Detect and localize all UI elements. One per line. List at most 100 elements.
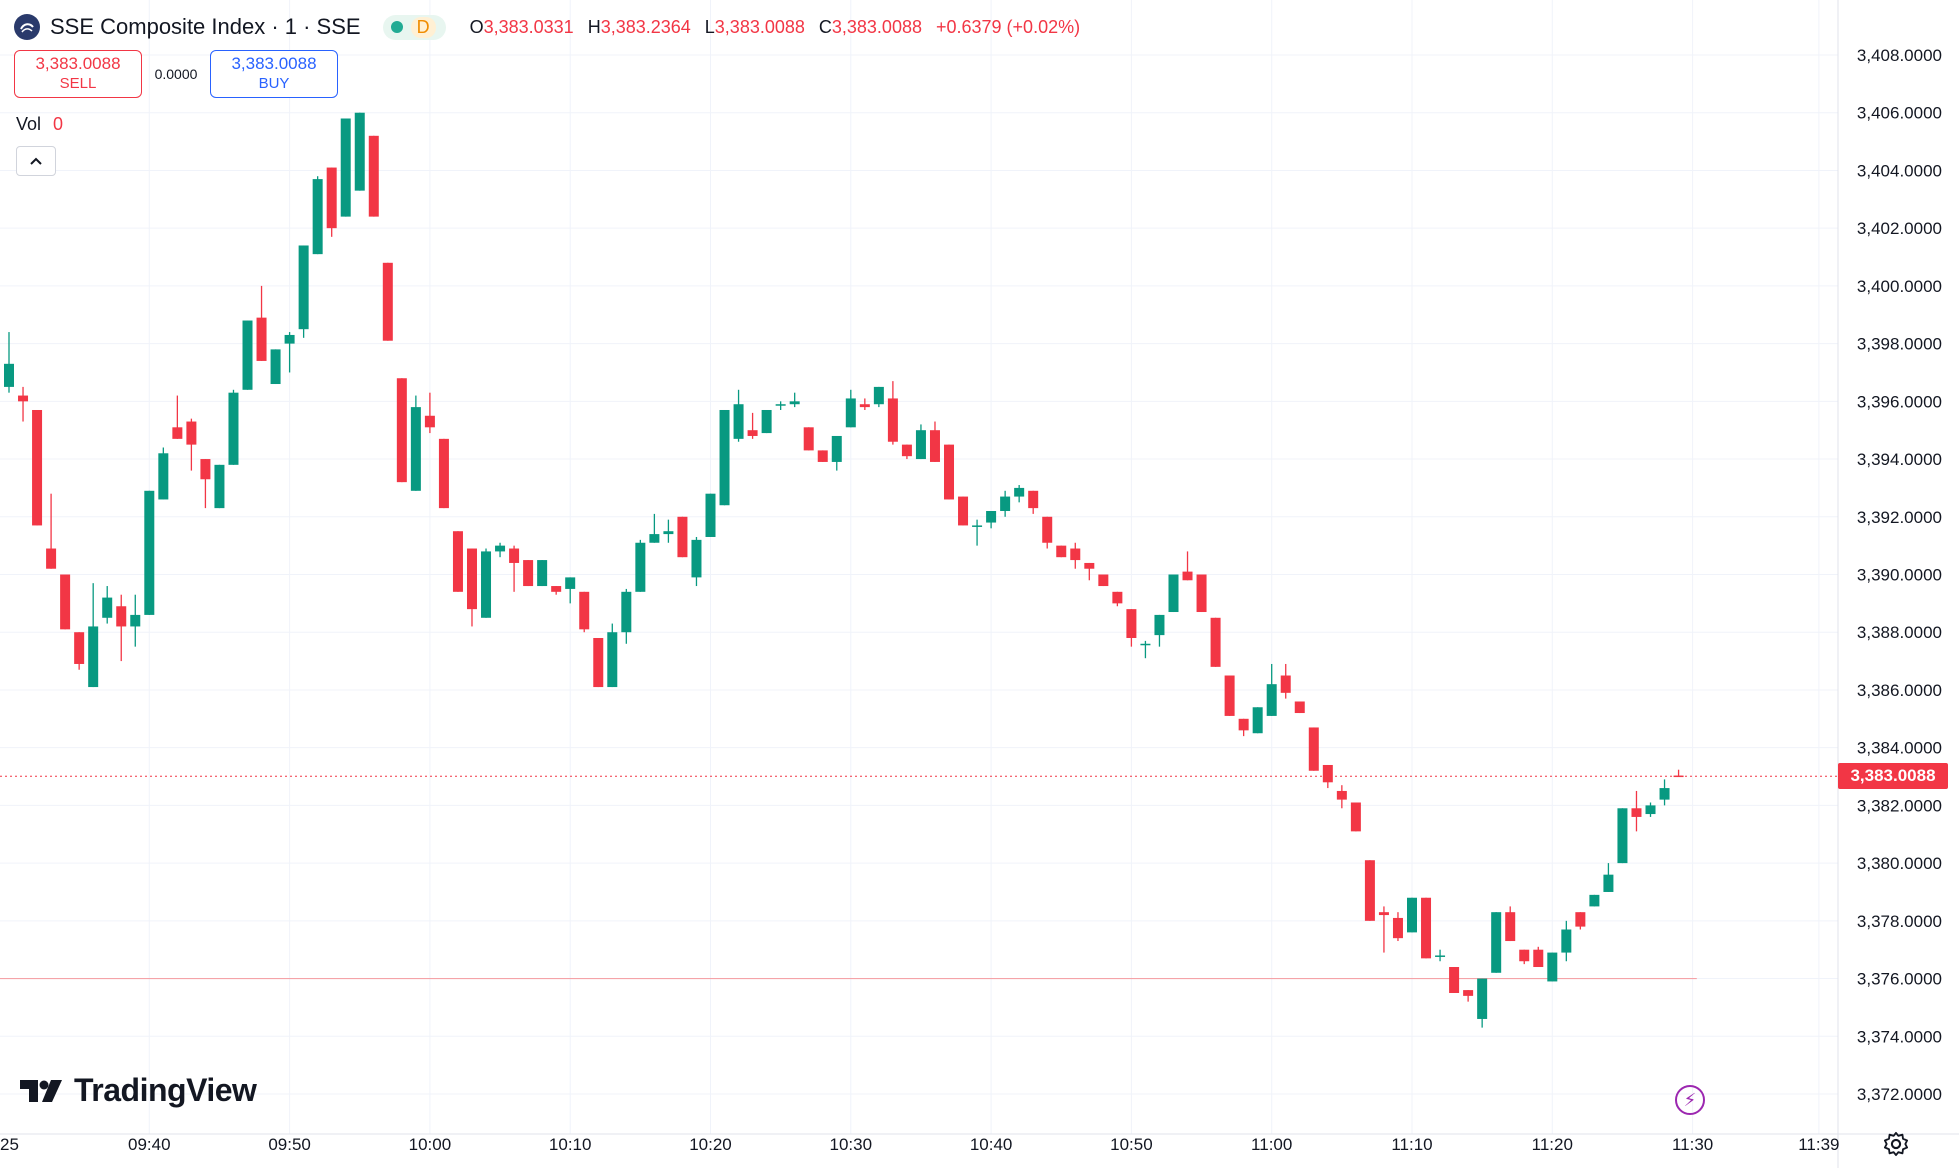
candle — [102, 586, 113, 624]
candle-body — [565, 577, 576, 589]
candle — [1547, 952, 1558, 982]
candle-body — [256, 317, 267, 361]
candle — [242, 320, 253, 390]
candle-body — [677, 516, 688, 558]
candle-body — [1505, 912, 1516, 942]
candle — [1435, 949, 1446, 962]
candle-body — [1168, 574, 1179, 613]
candle — [747, 412, 758, 439]
candle — [452, 531, 463, 592]
candle — [1407, 897, 1417, 933]
candle-body — [495, 545, 506, 552]
candle — [1378, 906, 1389, 953]
candle — [1421, 897, 1432, 959]
candle — [958, 496, 969, 526]
y-tick-label: 3,374.0000 — [1857, 1027, 1942, 1046]
candle-body — [1252, 707, 1263, 734]
sell-price: 3,383.0088 — [35, 54, 121, 73]
sell-button[interactable]: 3,383.0088 SELL — [14, 50, 142, 98]
candle — [1126, 609, 1137, 647]
candle — [495, 542, 506, 558]
candle-body — [1645, 805, 1656, 815]
candle — [270, 349, 281, 385]
candle-body — [1435, 955, 1446, 957]
candle-body — [1014, 487, 1025, 497]
y-tick-label: 3,394.0000 — [1857, 450, 1942, 469]
candle — [705, 493, 716, 537]
candle-body — [1266, 684, 1277, 716]
candle — [635, 539, 646, 592]
candle — [733, 389, 744, 442]
tradingview-logo[interactable]: TradingView — [20, 1072, 257, 1109]
ohlc-high: H3,383.2364 — [587, 16, 691, 37]
candle — [789, 392, 800, 408]
candle-body — [621, 591, 632, 633]
collapse-legend-button[interactable] — [16, 146, 56, 176]
sse-logo-icon[interactable] — [14, 14, 40, 40]
candles — [4, 112, 1684, 1028]
price-axis[interactable]: 3,372.0000 3,374.0000 3,376.0000 3,378.0000… — [1857, 46, 1942, 1104]
x-tick-label: 10:40 — [970, 1135, 1013, 1154]
candle-body — [354, 112, 365, 191]
candle — [817, 450, 828, 462]
candle — [326, 167, 337, 237]
symbol-title[interactable]: SSE Composite Index · 1 · SSE — [50, 14, 361, 39]
x-tick-label: 11:20 — [1532, 1135, 1573, 1154]
candle — [1519, 949, 1530, 965]
candle-body — [1364, 860, 1375, 921]
candle — [972, 519, 983, 546]
candle — [340, 118, 351, 217]
candle-body — [1154, 614, 1165, 636]
candle — [1056, 545, 1067, 558]
candle — [1266, 663, 1277, 716]
candle — [719, 409, 730, 506]
candle-body — [1238, 718, 1249, 731]
candle-body — [1196, 574, 1207, 613]
candle-body — [1421, 897, 1432, 959]
candle — [761, 409, 772, 434]
x-tick-label: 10:50 — [1110, 1135, 1153, 1154]
candle-body — [761, 409, 772, 434]
buy-price: 3,383.0088 — [231, 54, 317, 73]
time-axis[interactable]: 25 09:40 09:50 10:00 10:10 10:20 10:30 10:40 10:… — [0, 1135, 1840, 1154]
candle-body — [1631, 808, 1642, 817]
y-tick-label: 3,396.0000 — [1857, 392, 1942, 411]
lightning-icon[interactable]: ⚡ — [1675, 1085, 1705, 1115]
candle-body — [733, 404, 744, 439]
market-status-badge[interactable]: D — [382, 14, 446, 40]
x-tick-label: 10:00 — [409, 1135, 452, 1154]
y-tick-label: 3,386.0000 — [1857, 681, 1942, 700]
y-tick-label: 3,376.0000 — [1857, 970, 1942, 989]
buy-button[interactable]: 3,383.0088 BUY — [210, 50, 338, 98]
settings-gear-icon[interactable] — [1882, 1130, 1910, 1158]
candle — [116, 594, 127, 662]
candle — [691, 536, 702, 587]
trade-panel: 3,383.0088 SELL 0.0000 3,383.0088 BUY — [14, 50, 338, 98]
candle-body — [1000, 496, 1011, 512]
candle-body — [481, 551, 492, 618]
candle — [410, 395, 421, 491]
candle — [1673, 769, 1684, 778]
candle-body — [915, 430, 926, 460]
candle-body — [74, 632, 85, 664]
ohlc-close: C3,383.0088 — [818, 16, 922, 37]
candle — [1645, 802, 1656, 817]
candle-body — [719, 409, 730, 506]
volume-legend[interactable]: Vol 0 — [16, 114, 63, 135]
candle-body — [1224, 675, 1235, 716]
candle-body — [887, 398, 898, 442]
candle-body — [88, 626, 99, 688]
candle-body — [831, 435, 842, 462]
candle — [144, 490, 155, 615]
x-tick-label: 10:30 — [830, 1135, 873, 1154]
candle — [593, 637, 604, 688]
candle-body — [1617, 808, 1628, 864]
candle-body — [593, 637, 604, 688]
candle-body — [158, 453, 169, 500]
candle — [481, 548, 492, 618]
candle — [929, 421, 940, 462]
x-tick-label: 10:20 — [689, 1135, 732, 1154]
candle — [88, 583, 99, 688]
candle-body — [1519, 949, 1530, 962]
